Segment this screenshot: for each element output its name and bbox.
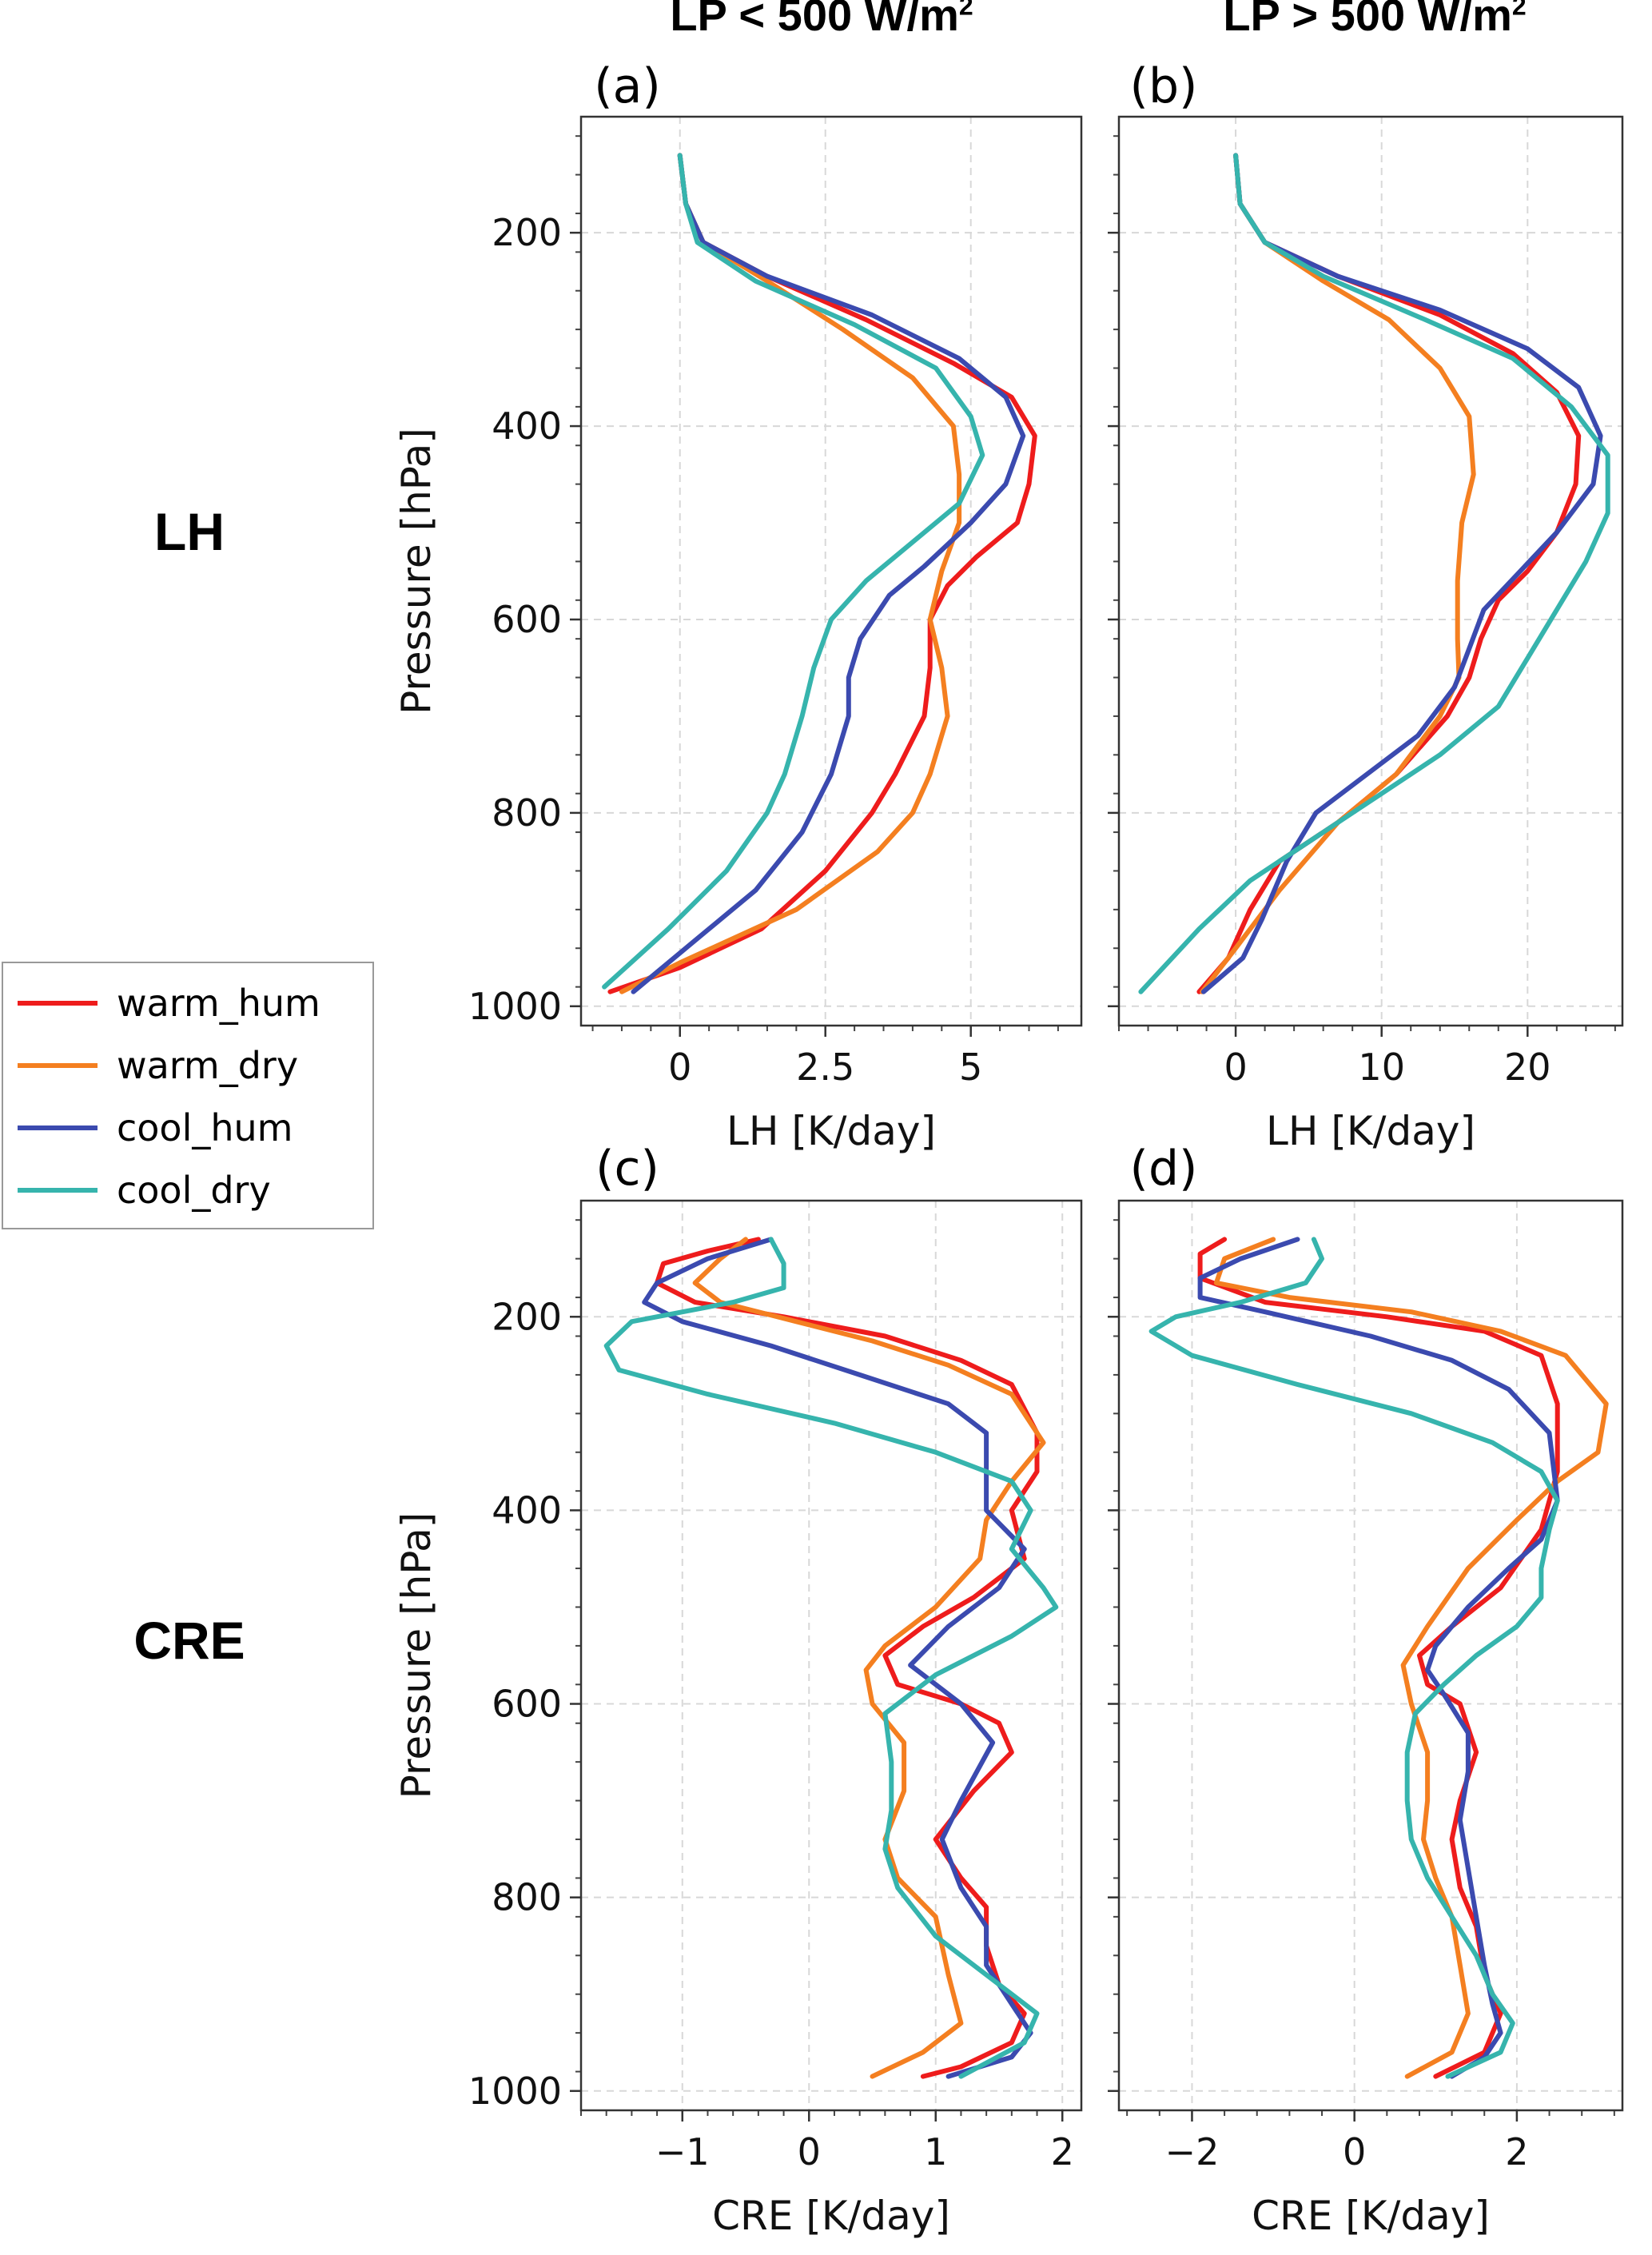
chart-panel-b: 0 10 20 (b) LH [K/day] [1108, 58, 1624, 1154]
y-tick-label: 600 [492, 1683, 562, 1726]
chart-panel-a: 0 2.5 5 200 400 600 800 1000 (a) LH [K/day] Pressu… [393, 58, 1083, 1154]
x-tick-label: 2 [1051, 2130, 1074, 2173]
series-line-warm_hum [1196, 153, 1582, 994]
legend-swatch [18, 1188, 98, 1193]
series-line-cool_hum [642, 1237, 1033, 2079]
chart-panel-d: −2 0 2 (d) CRE [K/day] [1108, 1141, 1624, 2239]
panel-label: (c) [595, 1141, 659, 1197]
legend: warm_hum warm_dry cool_hum cool_dry [2, 962, 374, 1229]
column-title-left: LP < 500 W/m2 [670, 0, 973, 40]
series-line-warm_dry [619, 153, 962, 994]
y-tick-label: 1000 [468, 985, 562, 1028]
y-tick-label: 200 [492, 1295, 562, 1338]
legend-item-cool_hum: cool_hum [18, 1104, 293, 1152]
series-line-cool_hum [1200, 153, 1603, 994]
y-tick-label: 1000 [468, 2070, 562, 2113]
legend-swatch [18, 1063, 98, 1068]
x-tick-label: 5 [959, 1046, 982, 1089]
series-line-warm_dry [692, 1237, 1046, 2079]
series-line-cool_dry [602, 153, 985, 990]
plot-frame [1117, 115, 1624, 1027]
y-axis-label: Pressure [hPa] [393, 1512, 440, 1799]
chart-panel-c: −1 0 1 2 200 400 600 800 1000 (c) CRE [K/day] Press… [393, 1141, 1083, 2239]
x-tick-label: −1 [655, 2130, 710, 2173]
x-tick-label: −2 [1165, 2130, 1220, 2173]
y-tick-label: 200 [492, 211, 562, 254]
legend-item-cool_dry: cool_dry [18, 1166, 271, 1214]
series-line-cool_dry [603, 1237, 1059, 2079]
legend-item-warm_dry: warm_dry [18, 1042, 298, 1090]
panel-label: (a) [594, 58, 661, 114]
legend-label: cool_hum [117, 1106, 293, 1149]
plot-frame [579, 115, 1083, 1027]
series-line-cool_dry [1138, 153, 1610, 994]
x-tick-label: 20 [1504, 1046, 1551, 1089]
y-tick-label: 400 [492, 1488, 562, 1532]
x-tick-label: 0 [1224, 1046, 1247, 1089]
series-line-warm_dry [1200, 153, 1476, 994]
x-axis-label: CRE [K/day] [1252, 2193, 1490, 2239]
x-tick-label: 0 [1343, 2130, 1366, 2173]
series-line-warm_dry [1213, 1237, 1609, 2079]
x-tick-label: 2.5 [796, 1046, 854, 1089]
series-line-warm_hum [655, 1237, 1040, 2079]
series-line-warm_hum [1197, 1237, 1560, 2079]
y-tick-label: 400 [492, 404, 562, 448]
x-tick-label: 2 [1505, 2130, 1528, 2173]
series-line-cool_hum [631, 153, 1026, 994]
legend-swatch [18, 1001, 98, 1006]
y-axis-label: Pressure [hPa] [393, 428, 440, 715]
plot-frame [579, 1199, 1083, 2112]
legend-label: cool_dry [117, 1169, 271, 1212]
column-title-right: LP > 500 W/m2 [1223, 0, 1527, 40]
x-tick-label: 0 [668, 1046, 691, 1089]
x-axis-label: LH [K/day] [726, 1108, 936, 1154]
panel-label: (d) [1130, 1141, 1198, 1197]
x-tick-label: 1 [924, 2130, 947, 2173]
x-tick-label: 0 [798, 2130, 821, 2173]
legend-label: warm_dry [117, 1044, 299, 1087]
series-line-cool_dry [1148, 1237, 1560, 2079]
x-tick-label: 10 [1358, 1046, 1405, 1089]
x-axis-label: CRE [K/day] [712, 2193, 950, 2239]
series-line-cool_hum [1197, 1237, 1560, 2079]
legend-item-warm_hum: warm_hum [18, 979, 320, 1027]
y-tick-label: 800 [492, 1876, 562, 1919]
row-label-cre: CRE [133, 1611, 245, 1670]
series-line-warm_hum [607, 153, 1037, 994]
y-tick-label: 800 [492, 791, 562, 835]
x-axis-label: LH [K/day] [1266, 1108, 1475, 1154]
y-tick-label: 600 [492, 598, 562, 641]
legend-swatch [18, 1126, 98, 1130]
panel-label: (b) [1130, 58, 1198, 114]
plot-frame [1117, 1199, 1624, 2112]
row-label-lh: LH [154, 502, 225, 561]
legend-label: warm_hum [117, 982, 320, 1025]
